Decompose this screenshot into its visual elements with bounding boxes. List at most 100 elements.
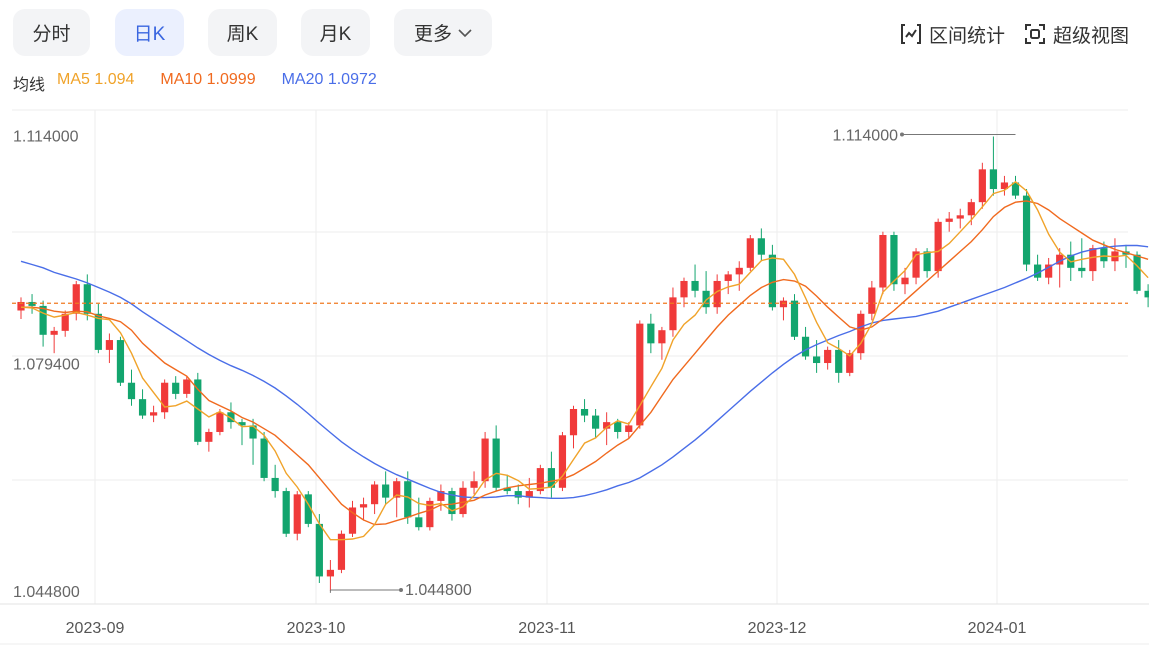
- candle-body: [282, 491, 290, 534]
- super-view-button[interactable]: 超级视图: [1023, 21, 1129, 48]
- tab-more[interactable]: 更多: [394, 9, 492, 56]
- candles: [17, 136, 1149, 591]
- candle-body: [603, 422, 611, 429]
- x-tick-label: 2023-12: [748, 620, 807, 637]
- x-tick-label: 2024-01: [968, 620, 1027, 637]
- candle-body: [989, 169, 997, 190]
- candle-body: [50, 330, 58, 335]
- candle-body: [1011, 182, 1020, 196]
- range-stats-label: 区间统计: [928, 25, 1005, 47]
- grid: [0, 109, 1149, 645]
- low-value-label: 1.044800: [405, 582, 472, 599]
- candle-body: [912, 251, 920, 278]
- candle-body: [249, 425, 257, 439]
- candle-body: [337, 533, 346, 570]
- candle-body: [183, 379, 191, 394]
- candle-body: [437, 491, 445, 501]
- toolbar: 区间统计 超级视图: [899, 20, 1129, 48]
- candle-body: [580, 408, 589, 416]
- candle-body: [901, 277, 909, 285]
- x-axis-labels: 2023-09 2023-10 2023-11 2023-12 2024-01: [66, 620, 1027, 637]
- candle-body: [669, 297, 677, 331]
- candle-body: [1144, 290, 1149, 298]
- candle-body: [735, 267, 743, 275]
- tab-timeshare[interactable]: 分时: [13, 9, 90, 56]
- low-annotation: 1.044800: [329, 582, 472, 599]
- candle-body: [956, 215, 964, 219]
- candle-body: [768, 254, 776, 308]
- candle-body: [293, 494, 301, 534]
- candle-body: [448, 491, 456, 515]
- candle-body: [172, 382, 180, 394]
- candle-body: [857, 313, 865, 354]
- tab-label: 分时: [32, 24, 71, 45]
- candle-body: [569, 408, 578, 436]
- price-axis-label: 1.044800: [13, 584, 80, 601]
- candle-body: [636, 323, 644, 426]
- candle-body: [481, 438, 489, 482]
- tab-weekly-k[interactable]: 周K: [208, 9, 277, 56]
- candle-body: [945, 218, 953, 222]
- candle-body: [382, 484, 390, 498]
- candle-body: [271, 477, 279, 492]
- tab-monthly-k[interactable]: 月K: [301, 9, 370, 56]
- range-stats-button[interactable]: 区间统计: [899, 21, 1005, 48]
- chevron-down-icon: [458, 28, 472, 37]
- high-annotation: 1.114000: [832, 128, 1016, 145]
- candle-body: [1022, 195, 1031, 265]
- tab-label: 更多: [413, 24, 452, 45]
- candle-body: [260, 438, 268, 478]
- candle-body: [558, 435, 567, 488]
- candle-body: [72, 284, 80, 314]
- candle-body: [923, 251, 931, 272]
- candle-body: [514, 491, 522, 498]
- candle-body: [470, 481, 478, 488]
- candle-body: [680, 280, 688, 298]
- candle-body: [846, 353, 854, 373]
- super-view-label: 超级视图: [1052, 25, 1129, 47]
- candle-body: [702, 290, 710, 308]
- candle-body: [978, 169, 986, 203]
- ma20-line: [20, 244, 1149, 499]
- candle-body: [658, 330, 666, 344]
- candle-body: [746, 238, 754, 268]
- candle-body: [691, 280, 699, 291]
- candle-body: [426, 500, 434, 528]
- candle-body: [194, 379, 202, 442]
- tab-label: 日K: [133, 24, 166, 45]
- low-pointer-dot: [399, 588, 403, 592]
- candle-body: [934, 221, 942, 272]
- ma5-line: [20, 180, 1149, 541]
- candle-body: [161, 382, 169, 413]
- candle-body: [205, 431, 213, 442]
- candle-body: [1000, 182, 1009, 190]
- candle-body: [1133, 254, 1141, 291]
- range-stats-icon: [900, 24, 921, 44]
- candle-body: [138, 399, 147, 416]
- super-view-icon: [1024, 24, 1045, 44]
- candle-body: [824, 349, 832, 364]
- price-axis-label: 1.114000: [13, 129, 79, 146]
- tab-label: 周K: [226, 24, 259, 45]
- candle-body: [536, 468, 544, 492]
- candle-body: [1034, 264, 1042, 278]
- tab-label: 月K: [319, 24, 352, 45]
- candle-body: [238, 422, 246, 426]
- ma20-legend: MA20 1.0972: [281, 71, 377, 88]
- candle-body: [813, 356, 821, 364]
- candle-body: [371, 484, 379, 505]
- candle-body: [790, 300, 799, 337]
- candle-body: [105, 340, 113, 350]
- candle-body: [304, 494, 312, 524]
- candle-body: [492, 438, 500, 488]
- candle-body: [1100, 248, 1108, 262]
- price-axis-label: 1.079400: [13, 357, 80, 374]
- ma-legend: 均线 MA5 1.094 MA10 1.0999 MA20 1.0972: [13, 71, 403, 95]
- candle-body: [967, 202, 975, 216]
- candle-body: [28, 301, 36, 306]
- ma-legend-title: 均线: [13, 77, 46, 94]
- candle-body: [348, 507, 357, 534]
- tab-daily-k[interactable]: 日K: [115, 9, 184, 56]
- candle-body: [1056, 254, 1064, 265]
